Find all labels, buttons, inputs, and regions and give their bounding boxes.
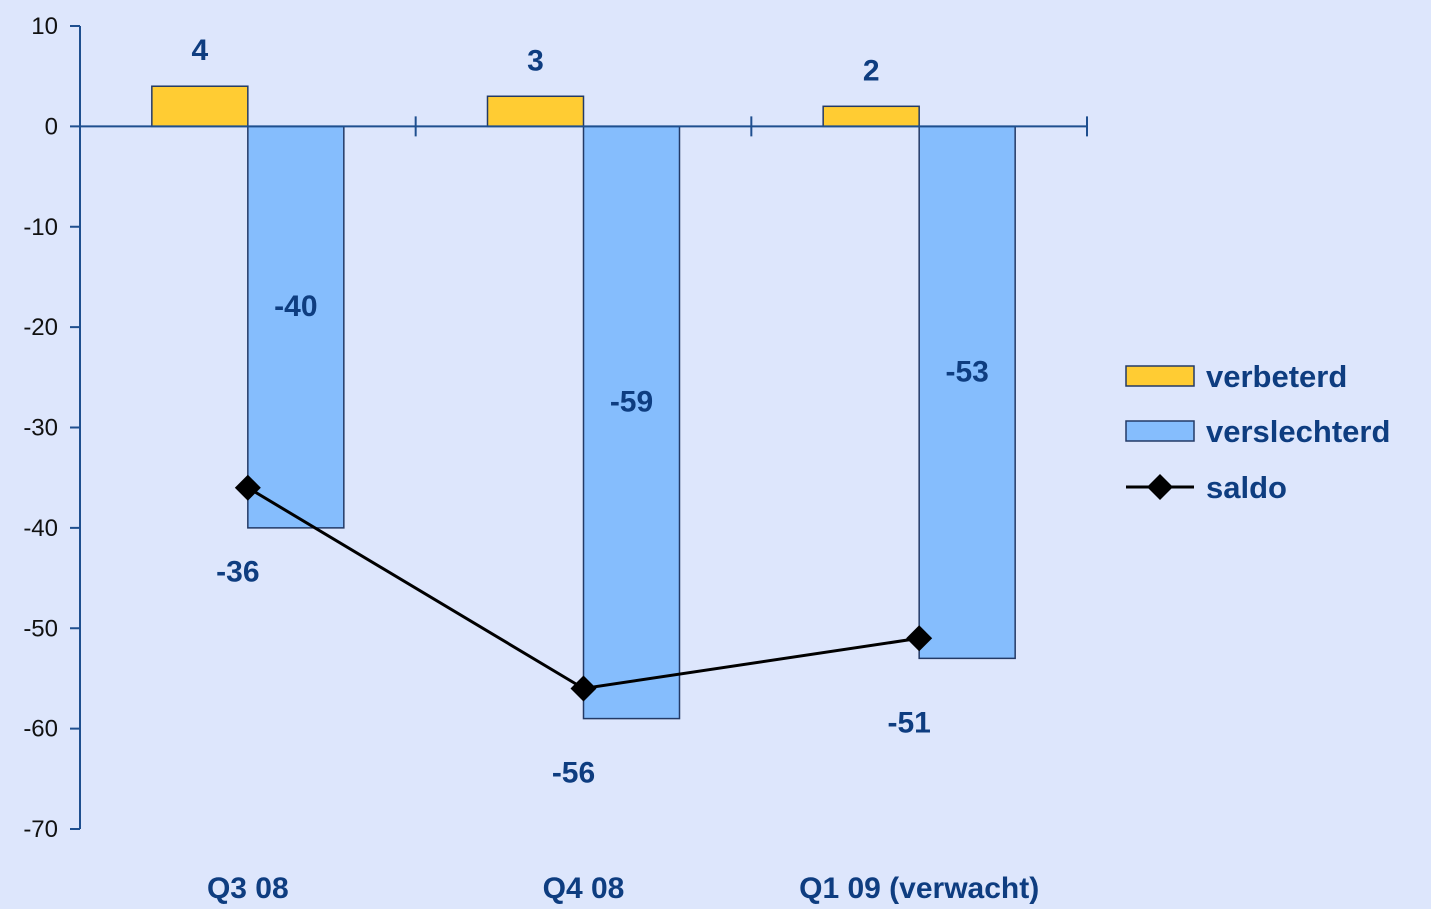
y-tick-label: -30 bbox=[23, 415, 58, 442]
y-axis: 10 0 -10 -20 -30 -40 -50 -60 -70 bbox=[23, 13, 81, 843]
y-tick-label: -10 bbox=[23, 214, 58, 241]
y-tick-label: -20 bbox=[23, 314, 58, 341]
legend: verbeterd verslechterd saldo bbox=[1125, 359, 1390, 505]
x-axis bbox=[80, 116, 1088, 137]
legend-swatch-marker bbox=[1147, 474, 1173, 500]
saldo-marker bbox=[234, 474, 261, 501]
legend-swatch-verslechterd bbox=[1125, 420, 1195, 442]
saldo-marker bbox=[906, 625, 933, 652]
y-tick-label: -50 bbox=[23, 615, 58, 642]
y-tick-label: -70 bbox=[23, 816, 58, 843]
bar-verslechterd bbox=[582, 125, 681, 720]
bar-verslechterd bbox=[918, 125, 1016, 660]
data-label-verbeterd: 2 bbox=[863, 54, 880, 87]
bar-verslechterd bbox=[247, 125, 345, 529]
data-label-saldo: -51 bbox=[887, 706, 930, 739]
legend-label-saldo: saldo bbox=[1206, 470, 1287, 505]
category-labels: Q3 08 Q4 08 Q1 09 (verwacht) bbox=[207, 872, 1039, 905]
legend-label-verbeterd: verbeterd bbox=[1206, 359, 1347, 394]
data-label-saldo: -56 bbox=[552, 756, 595, 789]
data-label-verbeterd: 4 bbox=[191, 34, 208, 67]
bar-verbeterd bbox=[486, 95, 585, 128]
saldo-line bbox=[234, 474, 933, 702]
y-tick-label: -60 bbox=[23, 716, 58, 743]
y-tick-label: 10 bbox=[31, 13, 58, 40]
saldo-marker bbox=[570, 675, 597, 702]
x-category-label: Q1 09 (verwacht) bbox=[799, 872, 1039, 905]
legend-label-verslechterd: verslechterd bbox=[1206, 414, 1390, 449]
x-category-label: Q4 08 bbox=[543, 872, 625, 905]
data-label-verbeterd: 3 bbox=[527, 44, 544, 77]
y-tick-label: -40 bbox=[23, 515, 58, 542]
x-category-label: Q3 08 bbox=[207, 872, 289, 905]
data-label-saldo: -36 bbox=[216, 556, 259, 589]
data-label-verslechterd: -53 bbox=[945, 355, 988, 388]
bars bbox=[151, 85, 1016, 720]
bar-verbeterd bbox=[151, 85, 249, 128]
legend-swatch-verbeterd bbox=[1125, 365, 1195, 387]
data-label-verslechterd: -40 bbox=[274, 290, 317, 323]
data-labels: 4 -40 -36 3 -59 -56 2 -53 -51 bbox=[191, 34, 988, 789]
data-label-verslechterd: -59 bbox=[610, 385, 653, 418]
y-tick-label: 0 bbox=[45, 113, 58, 140]
bar-verbeterd bbox=[822, 105, 920, 128]
